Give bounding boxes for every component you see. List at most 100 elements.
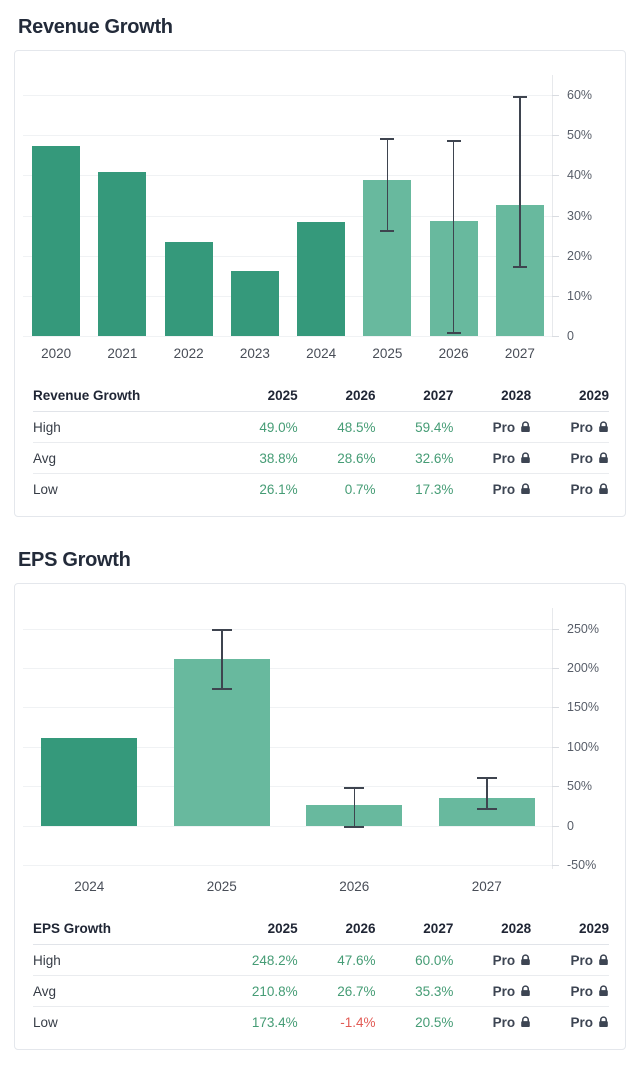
error-bar-line-2025: [386, 139, 389, 232]
error-bar-line-2026: [452, 141, 455, 334]
y-tick-label: 50%: [567, 128, 593, 143]
x-axis-label-2027: 2027: [504, 346, 535, 361]
pro-label: Pro: [492, 983, 516, 999]
row-label: Low: [33, 481, 58, 497]
value-cell: 49.0%: [259, 419, 298, 435]
y-tick-label: 50%: [567, 779, 593, 794]
error-bar-line-2026: [353, 788, 355, 827]
pro-badge[interactable]: Pro: [571, 1015, 610, 1030]
table-header-row: EPS Growth 2025 2026 2027 2028 2029: [33, 913, 609, 945]
section-revenue-growth: Revenue Growth 0 10% 20% 30% 40% 50% 60% 2020 2…: [0, 16, 640, 517]
y-tick-label: 250%: [567, 621, 599, 636]
x-axis-label-2026: 2026: [339, 879, 370, 894]
x-axis-label-2025: 2025: [206, 879, 237, 894]
pro-badge[interactable]: Pro: [493, 953, 532, 968]
pro-badge[interactable]: Pro: [493, 984, 532, 999]
row-label: Avg: [33, 983, 57, 999]
x-axis-label-2024: 2024: [74, 879, 105, 894]
error-bar-cap-low-2026: [446, 332, 461, 335]
gridline-100%: [23, 746, 552, 748]
pro-badge[interactable]: Pro: [493, 1015, 532, 1030]
pro-label: Pro: [492, 450, 516, 466]
pro-label: Pro: [492, 952, 516, 968]
eps-growth-table: EPS Growth 2025 2026 2027 2028 2029 High 248.2%…: [33, 913, 609, 1037]
column-header-2025: 2025: [267, 388, 298, 403]
tickmark-100%: [552, 746, 559, 748]
pro-badge[interactable]: Pro: [571, 420, 610, 435]
tickmark-40%: [552, 175, 559, 177]
gridline-150%: [23, 707, 552, 709]
pro-label: Pro: [570, 419, 594, 435]
bar-2024: [297, 221, 346, 336]
column-header-2028: 2028: [501, 921, 532, 936]
pro-label: Pro: [570, 983, 594, 999]
error-bar-cap-low-2027: [476, 808, 497, 811]
pro-locked-cell[interactable]: Pro: [531, 953, 609, 968]
eps-growth-chart: -50% 0 50% 100% 150% 200% 250% 2024 2025 2026 202…: [15, 596, 625, 899]
x-axis-label-2021: 2021: [107, 346, 138, 361]
bar-2022: [164, 241, 213, 336]
x-axis-label-2026: 2026: [438, 346, 469, 361]
value-cell: 0.7%: [344, 481, 376, 497]
revenue-chart-plot-area: [23, 75, 559, 337]
eps-chart-x-axis: 2024 2025 2026 2027: [23, 873, 553, 899]
revenue-growth-card: 0 10% 20% 30% 40% 50% 60% 2020 2021 2022 2023 2024…: [14, 50, 626, 517]
column-header-2026: 2026: [345, 921, 376, 936]
gridline-20%: [23, 255, 552, 257]
error-bar-line-2027: [519, 97, 521, 267]
pro-locked-cell[interactable]: Pro: [453, 420, 531, 435]
table-header-row: Revenue Growth 2025 2026 2027 2028 2029: [33, 380, 609, 412]
x-axis-label-2023: 2023: [239, 346, 270, 361]
y-tick-label: 100%: [567, 739, 599, 754]
value-cell: 48.5%: [337, 419, 376, 435]
value-cell: 59.4%: [415, 419, 454, 435]
gridline-50%: [23, 135, 552, 137]
pro-label: Pro: [492, 481, 516, 497]
pro-locked-cell[interactable]: Pro: [453, 482, 531, 497]
table-row-low: Low 26.1% 0.7% 17.3% Pro Pro: [33, 473, 609, 504]
x-axis-label-2020: 2020: [41, 346, 72, 361]
value-cell: 38.8%: [259, 450, 298, 466]
pro-badge[interactable]: Pro: [493, 482, 532, 497]
table-row-avg: Avg 210.8% 26.7% 35.3% Pro Pro: [33, 975, 609, 1006]
pro-locked-cell[interactable]: Pro: [453, 984, 531, 999]
lock-icon: [521, 1016, 530, 1028]
lock-icon: [599, 954, 608, 966]
gridline-60%: [23, 95, 552, 97]
table-row-low: Low 173.4% -1.4% 20.5% Pro Pro: [33, 1006, 609, 1037]
error-bar-cap-high-2025: [380, 138, 395, 141]
y-tick-label: 20%: [567, 248, 593, 263]
pro-locked-cell[interactable]: Pro: [453, 1015, 531, 1030]
pro-locked-cell[interactable]: Pro: [453, 451, 531, 466]
lock-icon: [521, 483, 530, 495]
pro-badge[interactable]: Pro: [571, 451, 610, 466]
value-cell: 26.1%: [259, 481, 298, 497]
pro-badge[interactable]: Pro: [571, 953, 610, 968]
x-axis-label-2025: 2025: [372, 346, 403, 361]
pro-locked-cell[interactable]: Pro: [531, 420, 609, 435]
x-axis-label-2024: 2024: [306, 346, 337, 361]
pro-label: Pro: [492, 1014, 516, 1030]
pro-locked-cell[interactable]: Pro: [531, 1015, 609, 1030]
pro-label: Pro: [570, 952, 594, 968]
pro-locked-cell[interactable]: Pro: [531, 482, 609, 497]
x-axis-label-2027: 2027: [471, 879, 502, 894]
pro-badge[interactable]: Pro: [493, 451, 532, 466]
pro-badge[interactable]: Pro: [571, 482, 610, 497]
table-row-high: High 248.2% 47.6% 60.0% Pro Pro: [33, 945, 609, 975]
lock-icon: [521, 421, 530, 433]
error-bar-cap-low-2025: [380, 230, 395, 233]
revenue-growth-title: Revenue Growth: [18, 16, 173, 38]
error-bar-cap-high-2027: [476, 777, 497, 780]
pro-label: Pro: [492, 419, 516, 435]
y-tick-label: 60%: [567, 88, 593, 103]
tickmark-250%: [552, 628, 559, 630]
pro-locked-cell[interactable]: Pro: [531, 984, 609, 999]
error-bar-cap-high-2027: [512, 96, 527, 99]
pro-badge[interactable]: Pro: [493, 420, 532, 435]
pro-badge[interactable]: Pro: [571, 984, 610, 999]
pro-locked-cell[interactable]: Pro: [531, 451, 609, 466]
value-cell: 20.5%: [415, 1014, 454, 1030]
gridline-250%: [23, 628, 552, 630]
pro-locked-cell[interactable]: Pro: [453, 953, 531, 968]
